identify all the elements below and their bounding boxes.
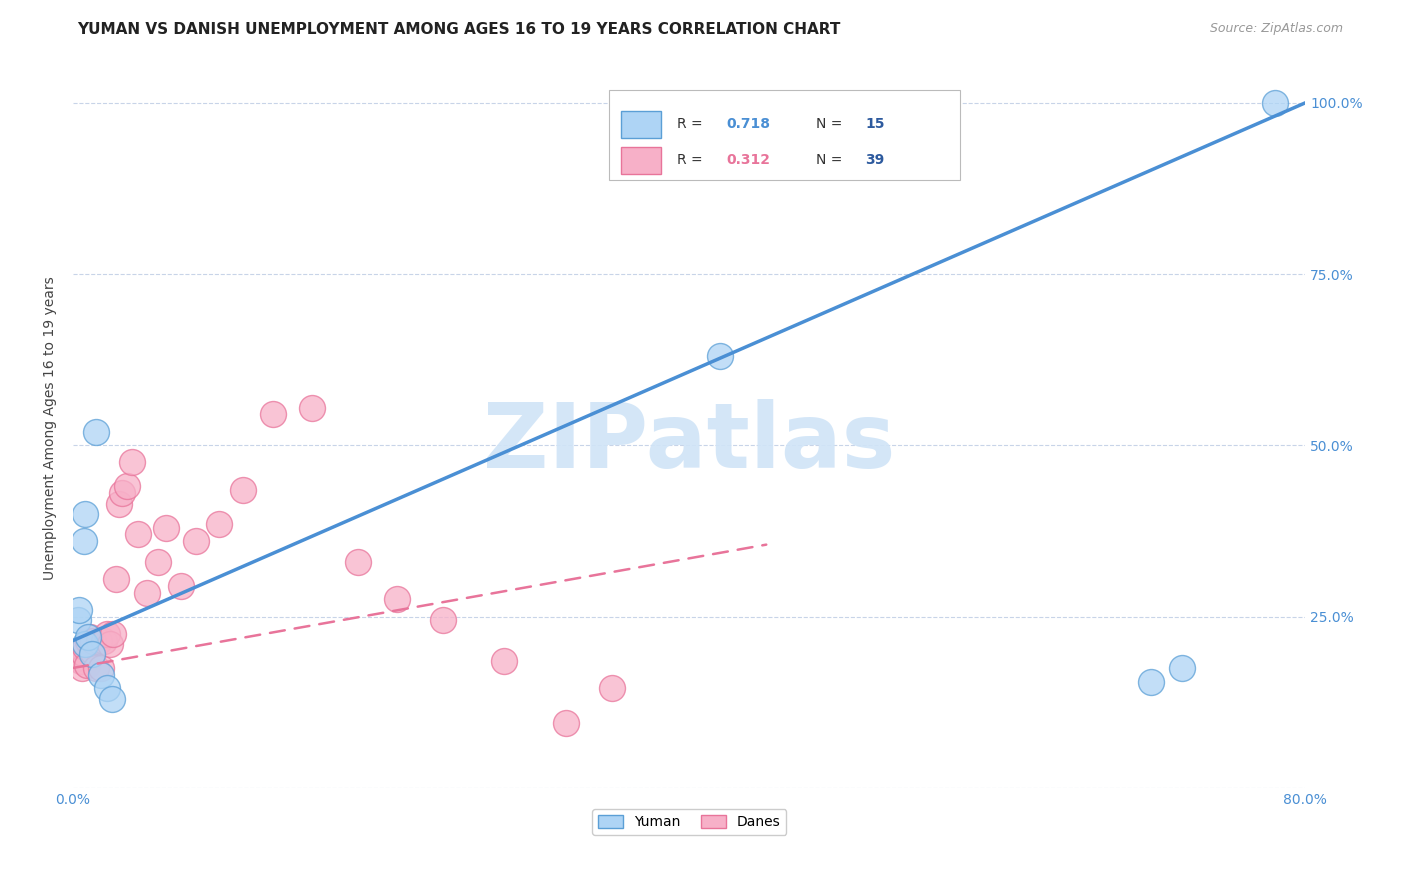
Point (69, 654, 91, 668)
Text: 15: 15 (866, 117, 884, 131)
Point (89, 633, 111, 648)
Point (73, 534, 96, 549)
Point (77, 633, 100, 648)
Text: 0.312: 0.312 (727, 153, 770, 167)
Text: R =: R = (676, 117, 707, 131)
Point (262, 408, 284, 422)
Point (75, 637, 97, 651)
Point (84, 425, 107, 439)
Point (301, 401, 323, 415)
Point (1171, 661, 1194, 675)
Point (93, 633, 115, 648)
Point (79, 630, 101, 644)
Text: N =: N = (815, 153, 846, 167)
Text: YUMAN VS DANISH UNEMPLOYMENT AMONG AGES 16 TO 19 YEARS CORRELATION CHART: YUMAN VS DANISH UNEMPLOYMENT AMONG AGES … (77, 22, 841, 37)
Point (146, 555, 169, 569)
Point (101, 626, 124, 640)
Point (231, 483, 253, 497)
Point (347, 555, 370, 569)
Point (208, 517, 231, 532)
Point (75, 507, 97, 521)
Point (80, 647, 103, 661)
Point (432, 613, 454, 627)
Point (98, 637, 121, 651)
Point (1140, 674, 1163, 689)
Text: Source: ZipAtlas.com: Source: ZipAtlas.com (1209, 22, 1343, 36)
Point (105, 572, 128, 586)
Text: 39: 39 (866, 153, 884, 167)
Point (96, 626, 118, 640)
Text: 0.718: 0.718 (727, 117, 770, 131)
Point (385, 592, 408, 607)
Point (136, 585, 159, 599)
Point (709, 349, 731, 363)
Point (127, 527, 149, 541)
Point (600, 681, 623, 696)
Point (108, 496, 131, 510)
FancyBboxPatch shape (609, 90, 960, 180)
Point (111, 486, 134, 500)
Point (66, 613, 89, 627)
Point (100, 691, 122, 706)
Point (66, 650, 89, 665)
Point (67, 603, 90, 617)
Legend: Yuman, Danes: Yuman, Danes (592, 809, 786, 835)
Point (75, 640, 97, 655)
Point (494, 654, 516, 668)
Point (84, 661, 107, 675)
Point (76, 657, 98, 672)
FancyBboxPatch shape (621, 111, 661, 138)
Point (121, 455, 143, 469)
Text: ZIPatlas: ZIPatlas (484, 399, 896, 486)
Point (82, 633, 104, 648)
Y-axis label: Unemployment Among Ages 16 to 19 years: Unemployment Among Ages 16 to 19 years (44, 277, 58, 580)
Point (77, 630, 100, 644)
Point (186, 534, 208, 549)
Point (90, 661, 112, 675)
Point (155, 520, 177, 534)
Point (80, 644, 103, 658)
Point (1264, 95, 1286, 110)
Point (72, 661, 94, 675)
Point (67, 647, 90, 661)
Text: R =: R = (676, 153, 707, 167)
Point (90, 667, 112, 681)
FancyBboxPatch shape (621, 146, 661, 174)
Point (555, 715, 578, 730)
Point (170, 579, 193, 593)
Point (96, 681, 118, 696)
Point (115, 479, 138, 493)
Point (73, 647, 96, 661)
Text: N =: N = (815, 117, 846, 131)
